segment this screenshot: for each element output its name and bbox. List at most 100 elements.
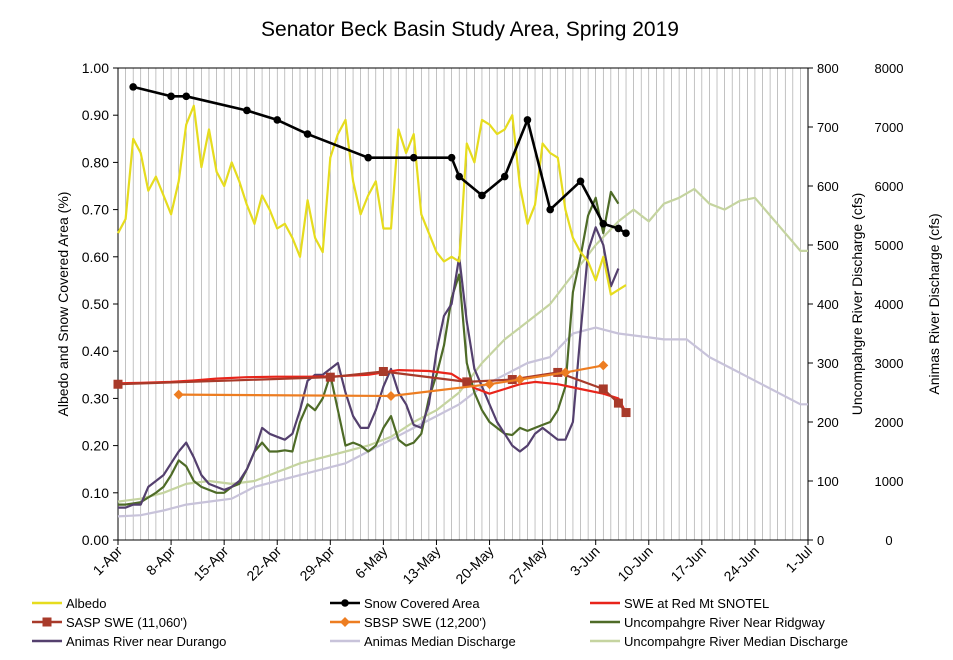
data-point	[447, 153, 456, 162]
y-left-tick-label: 0.70	[82, 202, 109, 218]
y-right1-tick-label: 700	[817, 120, 839, 135]
y-left-tick-label: 1.00	[82, 60, 109, 76]
legend: Albedo Snow Covered Area SWE at Red Mt SNO…	[32, 596, 848, 649]
y-right2-tick-label: 2000	[875, 415, 904, 430]
data-point	[478, 191, 486, 200]
x-tick-label: 17-Jun	[667, 543, 709, 585]
y-right2-tick-label: 4000	[875, 297, 904, 312]
legend-item: Albedo	[32, 596, 106, 611]
data-point	[613, 398, 623, 408]
y-left-tick-label: 0.00	[82, 532, 109, 548]
data-point	[243, 106, 251, 115]
data-point	[598, 360, 609, 371]
x-tick-label: 29-Apr	[296, 543, 337, 584]
y-left-tick-label: 0.20	[82, 438, 109, 454]
series-albedo	[117, 104, 627, 296]
series-line	[132, 85, 627, 235]
plot-area	[117, 67, 809, 541]
legend-item: Uncompahgre River Median Discharge	[590, 634, 848, 649]
y-right1-tick-label: 0	[817, 533, 824, 548]
x-tick-label: 24-Jun	[720, 543, 762, 585]
x-tick-label: 6-May	[352, 543, 391, 582]
data-point	[385, 391, 396, 402]
x-tick-label: 20-May	[452, 543, 496, 587]
data-point	[378, 366, 388, 376]
legend-item: SWE at Red Mt SNOTEL	[590, 596, 769, 611]
x-tick-label: 8-Apr	[143, 543, 179, 579]
y-left-tick-label: 0.30	[82, 390, 109, 406]
x-axis: 1-Apr 8-Apr 15-Apr 22-Apr 29-Apr 6-May 13-May 2…	[90, 540, 815, 587]
y-right2-tick-label: 7000	[875, 120, 904, 135]
y-right1-tick-label: 300	[817, 356, 839, 371]
data-point	[507, 375, 517, 385]
y-right1-tick-label: 600	[817, 179, 839, 194]
series-uncompahgre-river-median-discharge	[117, 187, 808, 503]
data-point	[500, 172, 509, 181]
data-point	[129, 83, 137, 91]
data-point	[325, 372, 335, 382]
y-right2-tick-label: 0	[885, 533, 892, 548]
x-tick-label: 27-May	[505, 543, 549, 587]
x-tick-label: 15-Apr	[190, 543, 231, 584]
series-uncompahgre-river-near-ridgway	[118, 190, 620, 506]
legend-item: SBSP SWE (12,200')	[330, 615, 486, 630]
legend-label: Animas Median Discharge	[364, 634, 516, 649]
chart-grid	[125, 68, 801, 540]
x-tick-label: 1-Jul	[782, 543, 815, 576]
legend-label: Uncompahgre River Near Ridgway	[624, 615, 825, 630]
data-point	[273, 116, 282, 124]
series-line	[117, 104, 627, 296]
legend-item: Snow Covered Area	[330, 596, 480, 611]
legend-item: Animas River near Durango	[32, 634, 226, 649]
data-point	[523, 116, 532, 124]
data-point	[621, 408, 631, 418]
y-right1-tick-label: 200	[817, 415, 839, 430]
series-line	[178, 364, 604, 398]
data-point	[484, 379, 495, 390]
y-right1-axis: 0 100 200 300 400 500 600 700 800	[808, 61, 839, 548]
series-line	[117, 369, 627, 414]
y-right1-label: Uncompahgre River Discharge (cfs)	[849, 193, 865, 416]
y-left-tick-label: 0.80	[82, 154, 109, 170]
series-layer	[113, 83, 808, 518]
data-point	[622, 229, 630, 237]
legend-label: Animas River near Durango	[66, 634, 226, 649]
series-animas-median-discharge	[117, 326, 808, 518]
series-line	[118, 226, 620, 509]
series-sbsp-swe-12-200	[173, 360, 609, 402]
legend-item: SASP SWE (11,060')	[32, 615, 187, 630]
data-point	[113, 379, 123, 389]
y-right2-tick-label: 3000	[875, 356, 904, 371]
y-right2-tick-label: 1000	[875, 474, 904, 489]
data-point	[553, 367, 563, 377]
legend-marker	[340, 617, 350, 627]
x-tick-label: 22-Apr	[243, 543, 284, 584]
y-left-tick-label: 0.10	[82, 485, 109, 501]
series-swe-at-red-mt-snotel	[117, 369, 627, 414]
series-animas-river-near-durango	[118, 226, 620, 509]
data-point	[173, 389, 184, 400]
x-tick-label: 10-Jun	[614, 543, 656, 585]
y-right1-tick-label: 500	[817, 238, 839, 253]
data-point	[560, 367, 571, 378]
data-point	[514, 374, 525, 385]
y-right2-tick-label: 8000	[875, 61, 904, 76]
series-sasp-swe-11-060	[113, 366, 631, 418]
y-left-axis: 0.00 0.10 0.20 0.30 0.40 0.50 0.60 0.70 0.80 0.90…	[82, 60, 118, 548]
data-point	[167, 92, 175, 101]
data-point	[409, 153, 418, 162]
legend-label: SWE at Red Mt SNOTEL	[624, 596, 769, 611]
y-right1-tick-label: 400	[817, 297, 839, 312]
data-point	[576, 177, 585, 186]
legend-label: SASP SWE (11,060')	[66, 615, 187, 630]
series-line	[117, 187, 808, 503]
data-point	[462, 377, 472, 387]
y-left-label: Albedo and Snow Covered Area (%)	[55, 192, 71, 417]
y-right1-tick-label: 800	[817, 61, 839, 76]
y-right2-tick-label: 6000	[875, 179, 904, 194]
series-line	[117, 370, 627, 414]
series-line	[117, 326, 808, 518]
legend-label: Albedo	[66, 596, 106, 611]
y-right2-label: Animas River Discharge (cfs)	[926, 213, 942, 394]
